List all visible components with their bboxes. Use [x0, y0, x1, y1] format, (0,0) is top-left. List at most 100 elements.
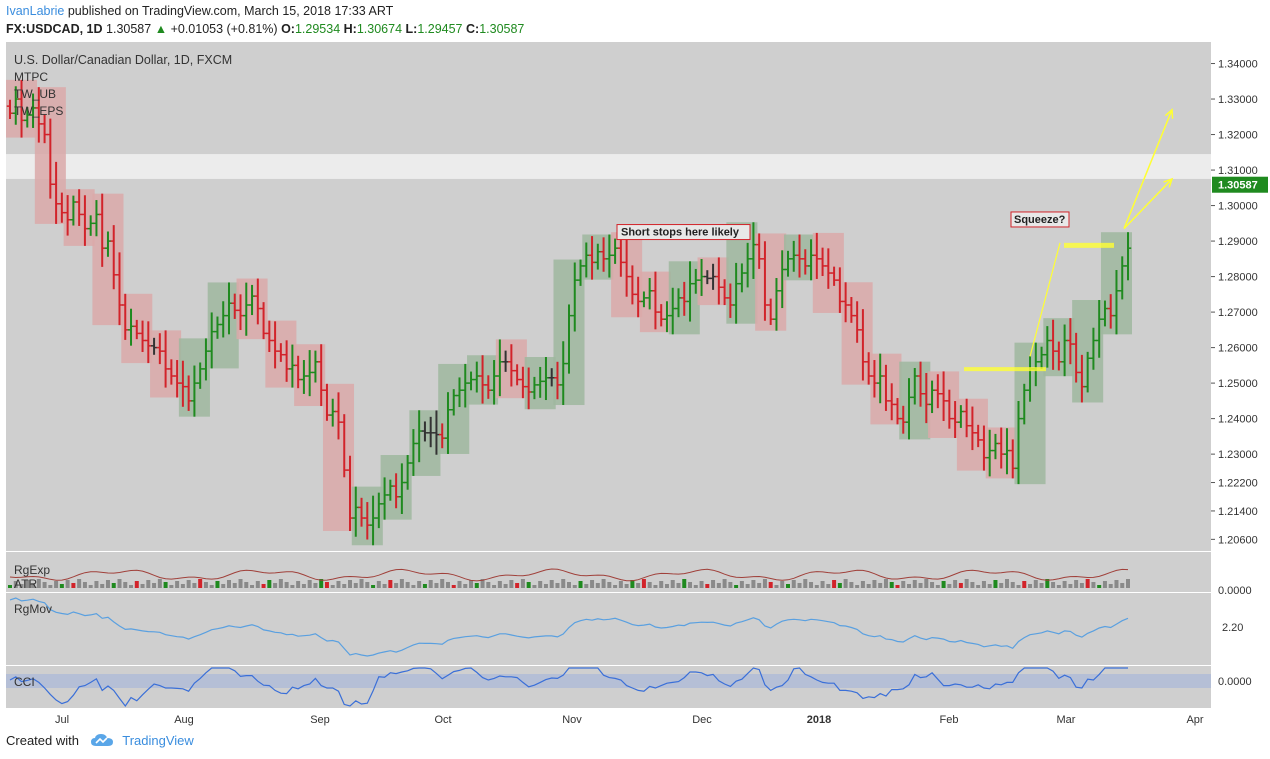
price-change: +0.01053 (+0.81%) [170, 22, 278, 36]
rgexp-bar [36, 579, 41, 588]
rgexp-bar [463, 584, 468, 588]
rgexp-bar [163, 582, 168, 588]
rgexp-bar [901, 581, 906, 588]
rgexp-bar [659, 581, 664, 588]
rgexp-bar [348, 580, 353, 588]
price-tick-label: 1.33000 [1218, 94, 1258, 106]
rgexp-bar [578, 581, 583, 588]
rgexp-bar [682, 579, 687, 588]
high-label: H: [343, 22, 357, 36]
rgexp-bar [371, 585, 376, 588]
time-label: 2018 [807, 714, 831, 726]
yellow-arrow [1123, 109, 1173, 229]
up-arrow-icon: ▲ [154, 22, 168, 36]
tradingview-brand-link[interactable]: TradingView [122, 733, 194, 748]
rgmov-label: RgMov [14, 602, 52, 616]
rgexp-bar [930, 582, 935, 588]
rgexp-bar [855, 585, 860, 588]
price-tick-label: 1.29000 [1218, 236, 1258, 248]
rgexp-bar [785, 584, 790, 588]
rgexp-bar [688, 582, 693, 588]
rgexp-bar [19, 584, 24, 588]
rgexp-bar [186, 580, 191, 588]
rgexp-bar [278, 579, 283, 588]
legend-mtpc: MTPC [14, 70, 48, 84]
time-label: Aug [174, 714, 194, 726]
rgexp-bar [641, 579, 646, 588]
rgexp-bar [480, 579, 485, 588]
rgexp-bar [313, 583, 318, 588]
rgexp-bar [382, 584, 387, 588]
price-tick-label: 1.26000 [1218, 343, 1258, 355]
rgexp-bar [503, 584, 508, 588]
rgexp-bar [630, 580, 635, 588]
price-tick-label: 1.21400 [1218, 506, 1258, 518]
rgexp-bar [25, 580, 30, 588]
rgexp-bar [532, 585, 537, 588]
rgexp-bar [1056, 585, 1061, 588]
rgexp-bar [417, 581, 422, 588]
price-tick-label: 1.20600 [1218, 534, 1258, 546]
legend-tw-ub: TW_UB [14, 87, 56, 101]
trend-box [92, 193, 124, 326]
rgexp-bar [515, 583, 520, 588]
annotation-layer: Short stops here likely Squeeze? [616, 108, 1174, 372]
rgexp-bar [837, 583, 842, 588]
low-value: 1.29457 [417, 22, 463, 36]
price-tick-label: 1.30000 [1218, 201, 1258, 213]
rgexp-bar [388, 580, 393, 588]
rgexp-bar [768, 582, 773, 588]
rgexp-bar [751, 580, 756, 588]
rgexp-bar [647, 582, 652, 588]
yellow-arrow-head [1163, 177, 1174, 188]
rgexp-bar [1091, 582, 1096, 588]
rgexp-bar [359, 579, 364, 588]
time-label: Mar [1057, 714, 1076, 726]
last-price-label: 1.30587 [1218, 180, 1258, 192]
rgexp-bar [1039, 583, 1044, 588]
quote-line: FX:USDCAD, 1D 1.30587 ▲ +0.01053 (+0.81%… [6, 22, 524, 36]
rgexp-bar [601, 579, 606, 588]
atr-label: ATR [14, 577, 37, 591]
rgexp-bar [543, 584, 548, 588]
rgexp-bar [693, 585, 698, 588]
chart-area[interactable]: 1.34000 1.33000 1.32000 1.31000 1.30000 1.290… [0, 42, 1270, 730]
low-label: L: [405, 22, 418, 36]
rgexp-bar [624, 584, 629, 588]
rgexp-bar [111, 583, 116, 588]
rgexp-bar [77, 579, 82, 588]
rgexp-bar [1004, 579, 1009, 588]
rgexp-bar [595, 583, 600, 588]
rgexp-bar [226, 580, 231, 588]
rgexp-bar [613, 585, 618, 588]
rgexp-bar [607, 582, 612, 588]
rgexp-bar [457, 581, 462, 588]
yellow-zone [964, 367, 1046, 372]
time-label: Sep [310, 714, 330, 726]
price-tick-label: 1.24000 [1218, 414, 1258, 426]
time-label: Feb [940, 714, 959, 726]
rgexp-bar [261, 584, 266, 588]
rgexp-bar [290, 585, 295, 588]
rgexp-bar [509, 580, 514, 588]
author-link[interactable]: IvanLabrie [6, 4, 65, 18]
chart-title: U.S. Dollar/Canadian Dollar, 1D, FXCM [14, 53, 232, 67]
rgexp-bar [912, 580, 917, 588]
rgexp-bar [832, 580, 837, 588]
rgexp-bar [1074, 580, 1079, 588]
rgexp-line [9, 568, 1129, 582]
rgexp-bar [849, 582, 854, 588]
rgexp-bar [1062, 581, 1067, 588]
rgexp-bar [48, 585, 53, 588]
annotation-short-stops: Short stops here likely [621, 227, 740, 239]
rgexp-bar [232, 583, 237, 588]
rgexp-bar [935, 585, 940, 588]
time-label: Oct [434, 714, 451, 726]
rgexp-bar [981, 581, 986, 588]
rgexp-bar [711, 580, 716, 588]
rgexp-bar [238, 579, 243, 588]
rgexp-bar [203, 582, 208, 588]
rgmov-line [9, 597, 1129, 657]
rgexp-bar [878, 583, 883, 588]
rgexp-bar [296, 581, 301, 588]
